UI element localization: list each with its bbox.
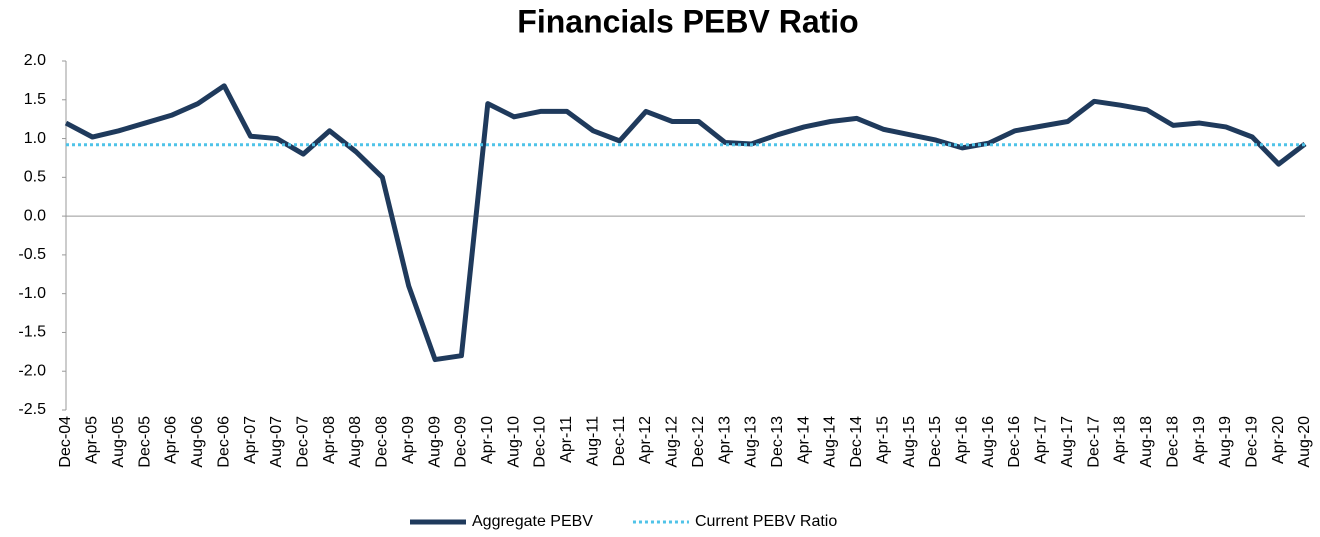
x-tick-label: Aug-11 [584,416,601,467]
x-tick-label: Dec-16 [1006,416,1023,468]
x-tick-label: Apr-11 [558,416,575,463]
x-tick-label: Aug-13 [743,416,760,468]
x-tick-label: Apr-17 [1033,416,1050,464]
legend-label: Current PEBV Ratio [695,513,837,530]
x-tick-label: Aug-14 [822,416,839,468]
x-tick-label: Dec-12 [690,416,707,468]
x-tick-label: Dec-08 [374,416,391,468]
x-tick-label: Dec-06 [215,416,232,468]
x-tick-label: Aug-20 [1296,416,1313,468]
x-tick-label: Dec-09 [453,416,470,468]
x-tick-label: Apr-09 [400,416,417,464]
x-tick-label: Apr-06 [163,416,180,464]
x-tick-label: Apr-16 [954,416,971,464]
x-tick-label: Apr-10 [479,416,496,464]
x-tick-label: Aug-12 [664,416,681,468]
y-tick-label: 2.0 [24,52,46,69]
data-line [64,83,1307,363]
x-tick-label: Apr-08 [321,416,338,464]
x-tick-label: Dec-04 [57,416,74,468]
x-tick-label: Aug-06 [189,416,206,468]
x-tick-label: Apr-13 [716,416,733,464]
x-tick-label: Aug-08 [347,416,364,468]
x-tick-label: Aug-19 [1217,416,1234,468]
x-tick-label: Apr-05 [84,416,101,464]
x-tick-label: Dec-19 [1243,416,1260,468]
x-tick-label: Dec-11 [611,416,628,466]
x-tick-label: Apr-18 [1112,416,1129,464]
y-tick-label: 1.5 [24,91,46,108]
x-tick-label: Aug-07 [268,416,285,468]
x-tick-label: Aug-15 [901,416,918,468]
x-tick-label: Apr-14 [795,416,812,464]
y-tick-label: 0.0 [24,207,46,224]
x-tick-label: Dec-14 [848,416,865,468]
x-tick-label: Aug-17 [1059,416,1076,468]
x-tick-label: Apr-19 [1191,416,1208,464]
x-tick-label: Aug-10 [505,416,522,468]
x-tick-label: Apr-15 [874,416,891,464]
x-tick-label: Dec-15 [927,416,944,468]
y-tick-label: 0.5 [24,169,46,186]
x-tick-label: Dec-05 [136,416,153,468]
y-tick-label: -2.5 [18,401,46,418]
x-tick-label: Aug-09 [426,416,443,468]
x-tick-label: Apr-07 [242,416,259,464]
x-tick-label: Aug-16 [980,416,997,468]
legend-label: Aggregate PEBV [472,513,593,530]
y-tick-label: -2.0 [18,362,46,379]
x-tick-label: Aug-18 [1138,416,1155,468]
chart-title: Financials PEBV Ratio [517,3,858,39]
x-tick-label: Dec-17 [1085,416,1102,468]
x-tick-label: Dec-13 [769,416,786,468]
x-tick-label: Dec-10 [532,416,549,468]
y-tick-label: -1.5 [18,324,46,341]
x-tick-label: Aug-05 [110,416,127,468]
x-tick-label: Dec-07 [294,416,311,468]
x-tick-label: Dec-18 [1164,416,1181,468]
x-tick-label: Apr-12 [637,416,654,464]
y-tick-label: -0.5 [18,246,46,263]
y-tick-label: -1.0 [18,285,46,302]
x-tick-label: Apr-20 [1270,416,1287,464]
y-tick-label: 1.0 [24,130,46,147]
